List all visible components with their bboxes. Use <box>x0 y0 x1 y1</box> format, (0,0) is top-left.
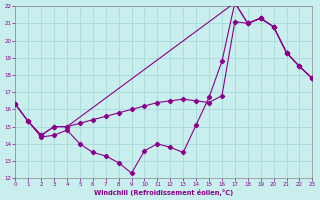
X-axis label: Windchill (Refroidissement éolien,°C): Windchill (Refroidissement éolien,°C) <box>94 189 234 196</box>
